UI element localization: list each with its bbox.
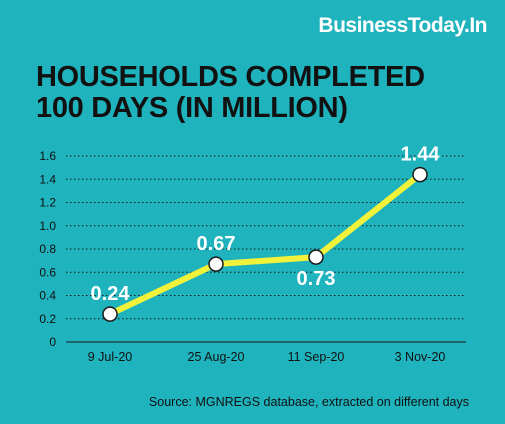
series-line — [107, 171, 423, 318]
data-label: 0.67 — [197, 233, 236, 255]
y-tick-label: 0.2 — [39, 312, 56, 326]
y-tick-label: 0.4 — [39, 289, 56, 303]
y-tick-label: 1.2 — [39, 196, 56, 210]
y-tick-label: 1.0 — [39, 219, 56, 233]
y-tick-label: 0.8 — [39, 242, 56, 256]
x-tick-label: 11 Sep-20 — [288, 350, 345, 364]
x-tick-label: 25 Aug-20 — [188, 350, 245, 364]
y-tick-label: 0 — [49, 335, 56, 349]
data-label: 1.44 — [401, 144, 441, 166]
y-tick-label: 1.6 — [39, 149, 56, 163]
data-point — [102, 306, 118, 322]
data-point — [308, 249, 324, 265]
data-point — [208, 256, 224, 272]
y-tick-label: 1.4 — [39, 172, 56, 186]
brand-logo: BusinessToday.In — [318, 14, 487, 37]
chart-title: HOUSEHOLDS COMPLETED 100 DAYS (IN MILLION… — [36, 61, 425, 124]
source-note: Source: MGNREGS database, extracted on d… — [148, 395, 469, 409]
data-point — [412, 166, 428, 183]
x-tick-label: 9 Jul-20 — [88, 350, 133, 364]
data-label: 0.24 — [91, 283, 131, 305]
y-tick-label: 0.6 — [39, 265, 56, 279]
x-tick-label: 3 Nov-20 — [395, 350, 446, 364]
data-label: 0.73 — [297, 268, 336, 290]
